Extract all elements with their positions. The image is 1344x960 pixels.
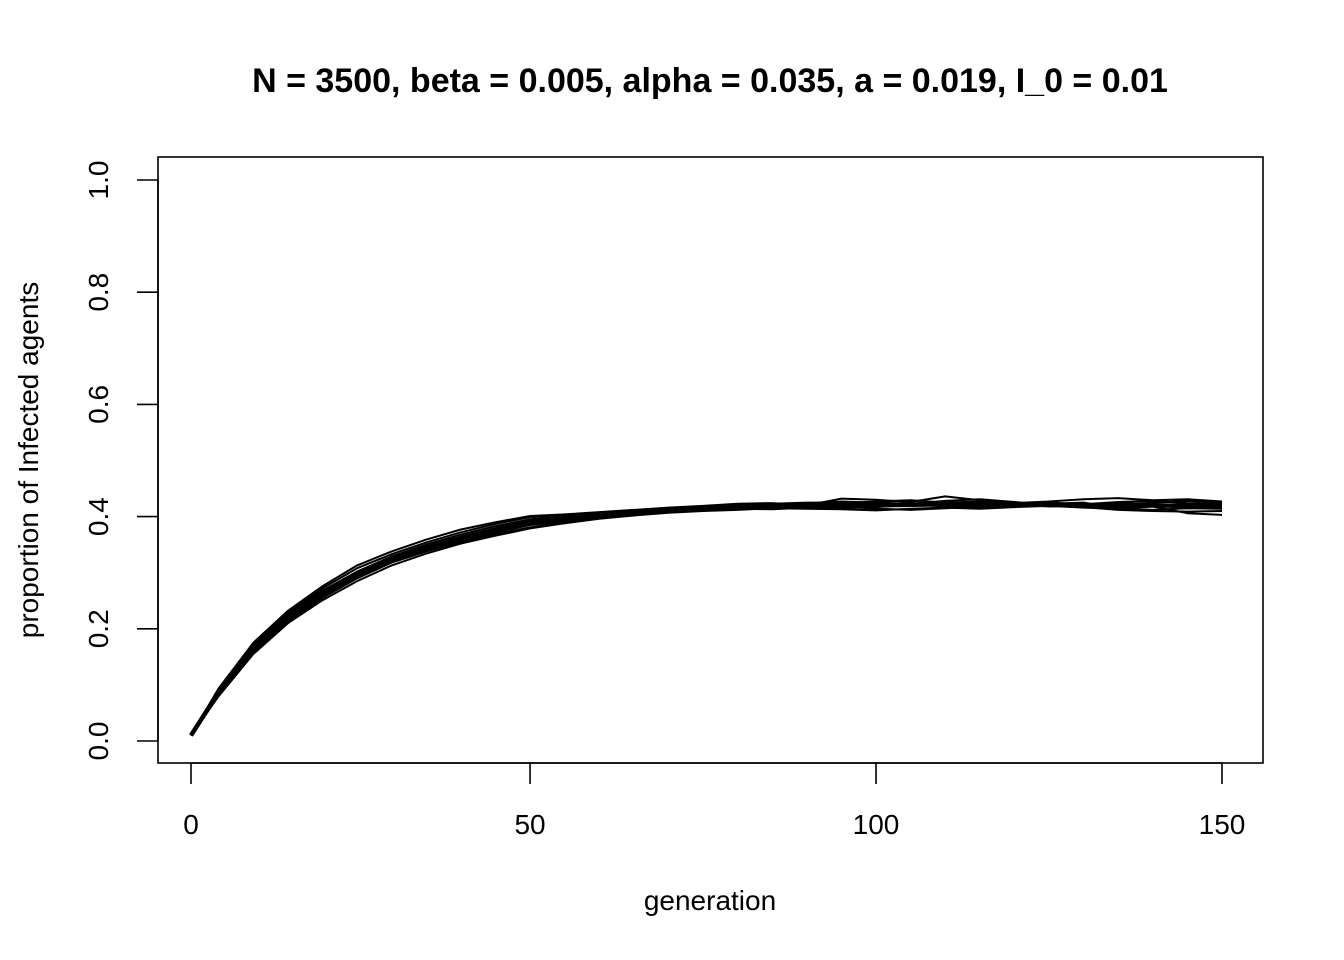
y-tick-label-0.2: 0.2 [83, 609, 114, 648]
series-line-7 [190, 504, 1223, 736]
x-tick-label-100: 100 [853, 809, 900, 840]
series-line-5 [190, 501, 1223, 736]
plot-frame [157, 156, 1264, 764]
y-tick-label-0.6: 0.6 [83, 385, 114, 424]
series-line-3 [190, 503, 1223, 736]
series-line-1 [190, 503, 1222, 736]
x-axis-label: generation [644, 885, 776, 916]
y-tick-label-0.0: 0.0 [83, 722, 114, 761]
chart-title: N = 3500, beta = 0.005, alpha = 0.035, a… [252, 62, 1168, 100]
x-ticks: 0 50 100 150 [183, 763, 1245, 840]
series-line-8 [190, 499, 1223, 736]
y-ticks: 0.0 0.2 0.4 0.6 0.8 1.0 [83, 161, 158, 761]
x-tick-label-0: 0 [183, 809, 199, 840]
series-group [189, 495, 1223, 737]
y-axis-label: proportion of Infected agents [13, 282, 44, 638]
y-tick-label-1.0: 1.0 [83, 161, 114, 200]
series-line-6 [190, 501, 1223, 736]
series-line-2 [190, 498, 1223, 736]
series-line-4 [190, 495, 1223, 736]
x-tick-label-50: 50 [514, 809, 545, 840]
series-line-9 [189, 502, 1223, 737]
x-tick-label-150: 150 [1199, 809, 1246, 840]
y-tick-label-0.4: 0.4 [83, 497, 114, 536]
y-tick-label-0.8: 0.8 [83, 273, 114, 312]
